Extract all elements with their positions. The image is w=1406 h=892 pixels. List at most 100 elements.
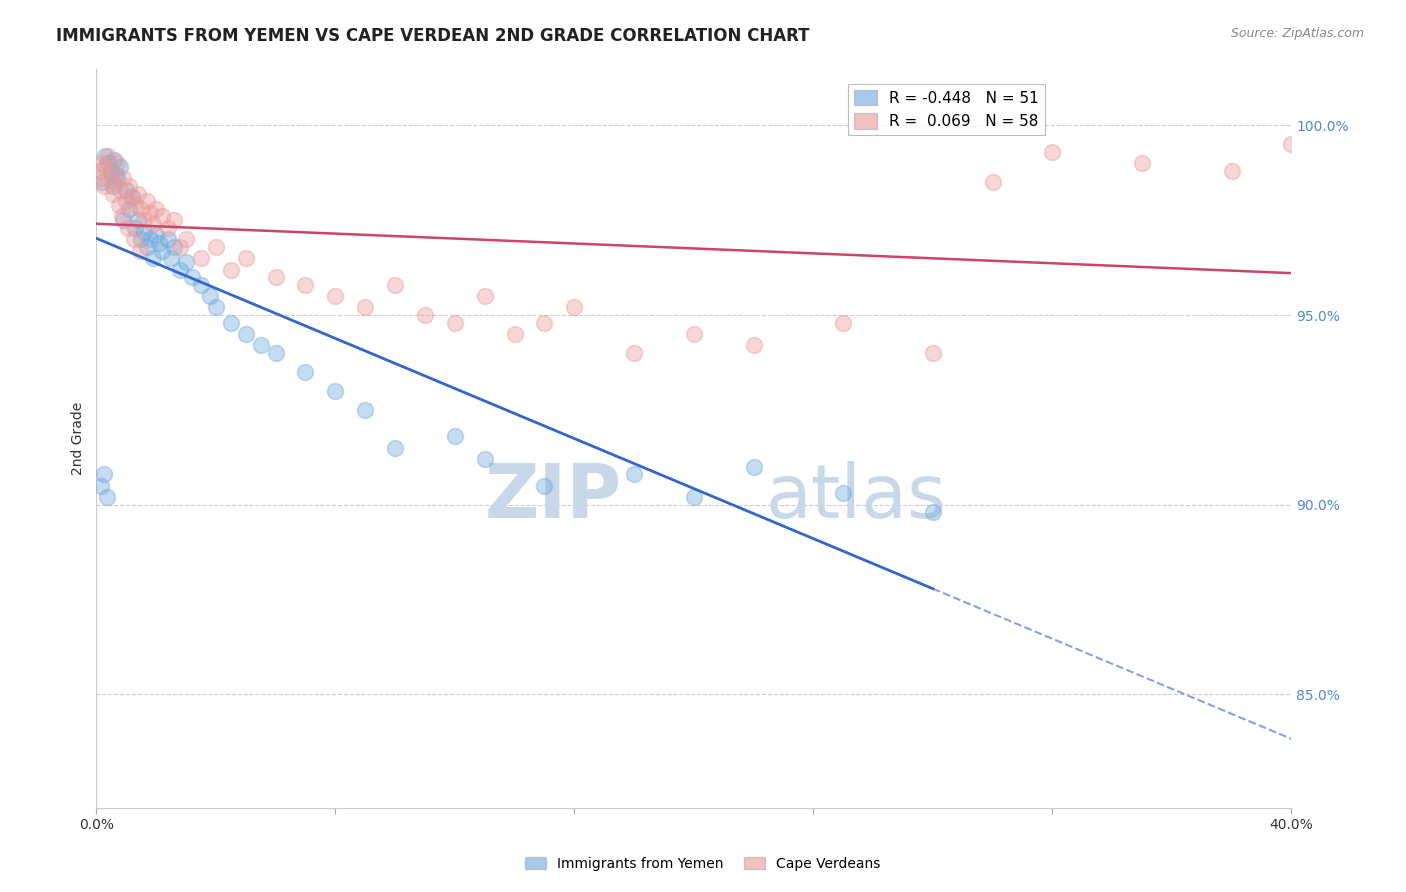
Point <box>139 205 162 219</box>
Point <box>264 346 287 360</box>
Point <box>150 244 173 258</box>
Point <box>107 198 129 212</box>
Point <box>264 270 287 285</box>
Point <box>101 179 124 194</box>
Point <box>94 160 117 174</box>
Text: atlas: atlas <box>765 461 946 534</box>
Point <box>134 213 156 227</box>
Point <box>124 198 146 212</box>
Point <box>160 251 183 265</box>
Text: IMMIGRANTS FROM YEMEN VS CAPE VERDEAN 2ND GRADE CORRELATION CHART: IMMIGRANTS FROM YEMEN VS CAPE VERDEAN 2N… <box>56 27 810 45</box>
Point <box>110 160 132 174</box>
Point <box>90 478 112 492</box>
Point <box>235 326 257 341</box>
Point <box>122 232 145 246</box>
Point <box>148 235 170 250</box>
Point <box>105 171 128 186</box>
Point <box>117 220 139 235</box>
Point <box>100 168 122 182</box>
Point <box>104 168 127 182</box>
Point <box>1279 137 1302 152</box>
Point <box>235 251 257 265</box>
Point <box>742 338 765 352</box>
Point <box>93 467 115 482</box>
Point <box>112 171 135 186</box>
Point <box>742 459 765 474</box>
Point <box>150 210 173 224</box>
Point <box>127 213 149 227</box>
Point <box>97 156 120 170</box>
Point <box>94 149 117 163</box>
Point <box>163 240 186 254</box>
Point <box>1220 164 1243 178</box>
Point <box>921 346 943 360</box>
Point <box>981 175 1004 189</box>
Point <box>129 202 152 216</box>
Point <box>145 228 167 243</box>
Point <box>90 171 112 186</box>
Point <box>111 210 134 224</box>
Point <box>190 277 212 292</box>
Point <box>444 429 467 443</box>
Point <box>91 156 114 170</box>
Point <box>294 365 316 379</box>
Point <box>1040 145 1063 159</box>
Point <box>413 308 436 322</box>
Point <box>623 346 645 360</box>
Point <box>115 183 138 197</box>
Point <box>832 316 855 330</box>
Point <box>96 490 118 504</box>
Point <box>219 316 242 330</box>
Point <box>205 240 228 254</box>
Point <box>205 301 228 315</box>
Point <box>136 194 159 209</box>
Point <box>97 149 120 163</box>
Point <box>103 153 125 167</box>
Point <box>124 220 146 235</box>
Point <box>157 232 180 246</box>
Point <box>1130 156 1153 170</box>
Point <box>89 164 111 178</box>
Point <box>101 186 124 201</box>
Point <box>118 202 141 216</box>
Point <box>562 301 585 315</box>
Point <box>682 326 704 341</box>
Point <box>142 251 165 265</box>
Point <box>832 486 855 500</box>
Point <box>157 220 180 235</box>
Point <box>474 452 496 467</box>
Y-axis label: 2nd Grade: 2nd Grade <box>72 401 86 475</box>
Point <box>121 190 143 204</box>
Point <box>354 402 377 417</box>
Point <box>145 202 167 216</box>
Point <box>169 240 191 254</box>
Point <box>136 240 159 254</box>
Point <box>121 190 143 204</box>
Point <box>533 478 555 492</box>
Point <box>163 213 186 227</box>
Point <box>921 505 943 519</box>
Text: Source: ZipAtlas.com: Source: ZipAtlas.com <box>1230 27 1364 40</box>
Point <box>198 289 221 303</box>
Point <box>384 277 406 292</box>
Point <box>169 262 191 277</box>
Point <box>91 175 114 189</box>
Point <box>190 251 212 265</box>
Point <box>294 277 316 292</box>
Point <box>623 467 645 482</box>
Point <box>129 232 152 246</box>
Point <box>142 217 165 231</box>
Point <box>174 232 197 246</box>
Point <box>118 179 141 194</box>
Point <box>181 270 204 285</box>
Point <box>139 232 162 246</box>
Point <box>128 244 150 258</box>
Point <box>105 156 128 170</box>
Point <box>384 441 406 455</box>
Point <box>103 175 125 189</box>
Point <box>93 179 115 194</box>
Point <box>174 255 197 269</box>
Point <box>682 490 704 504</box>
Point <box>112 213 135 227</box>
Point <box>325 289 347 303</box>
